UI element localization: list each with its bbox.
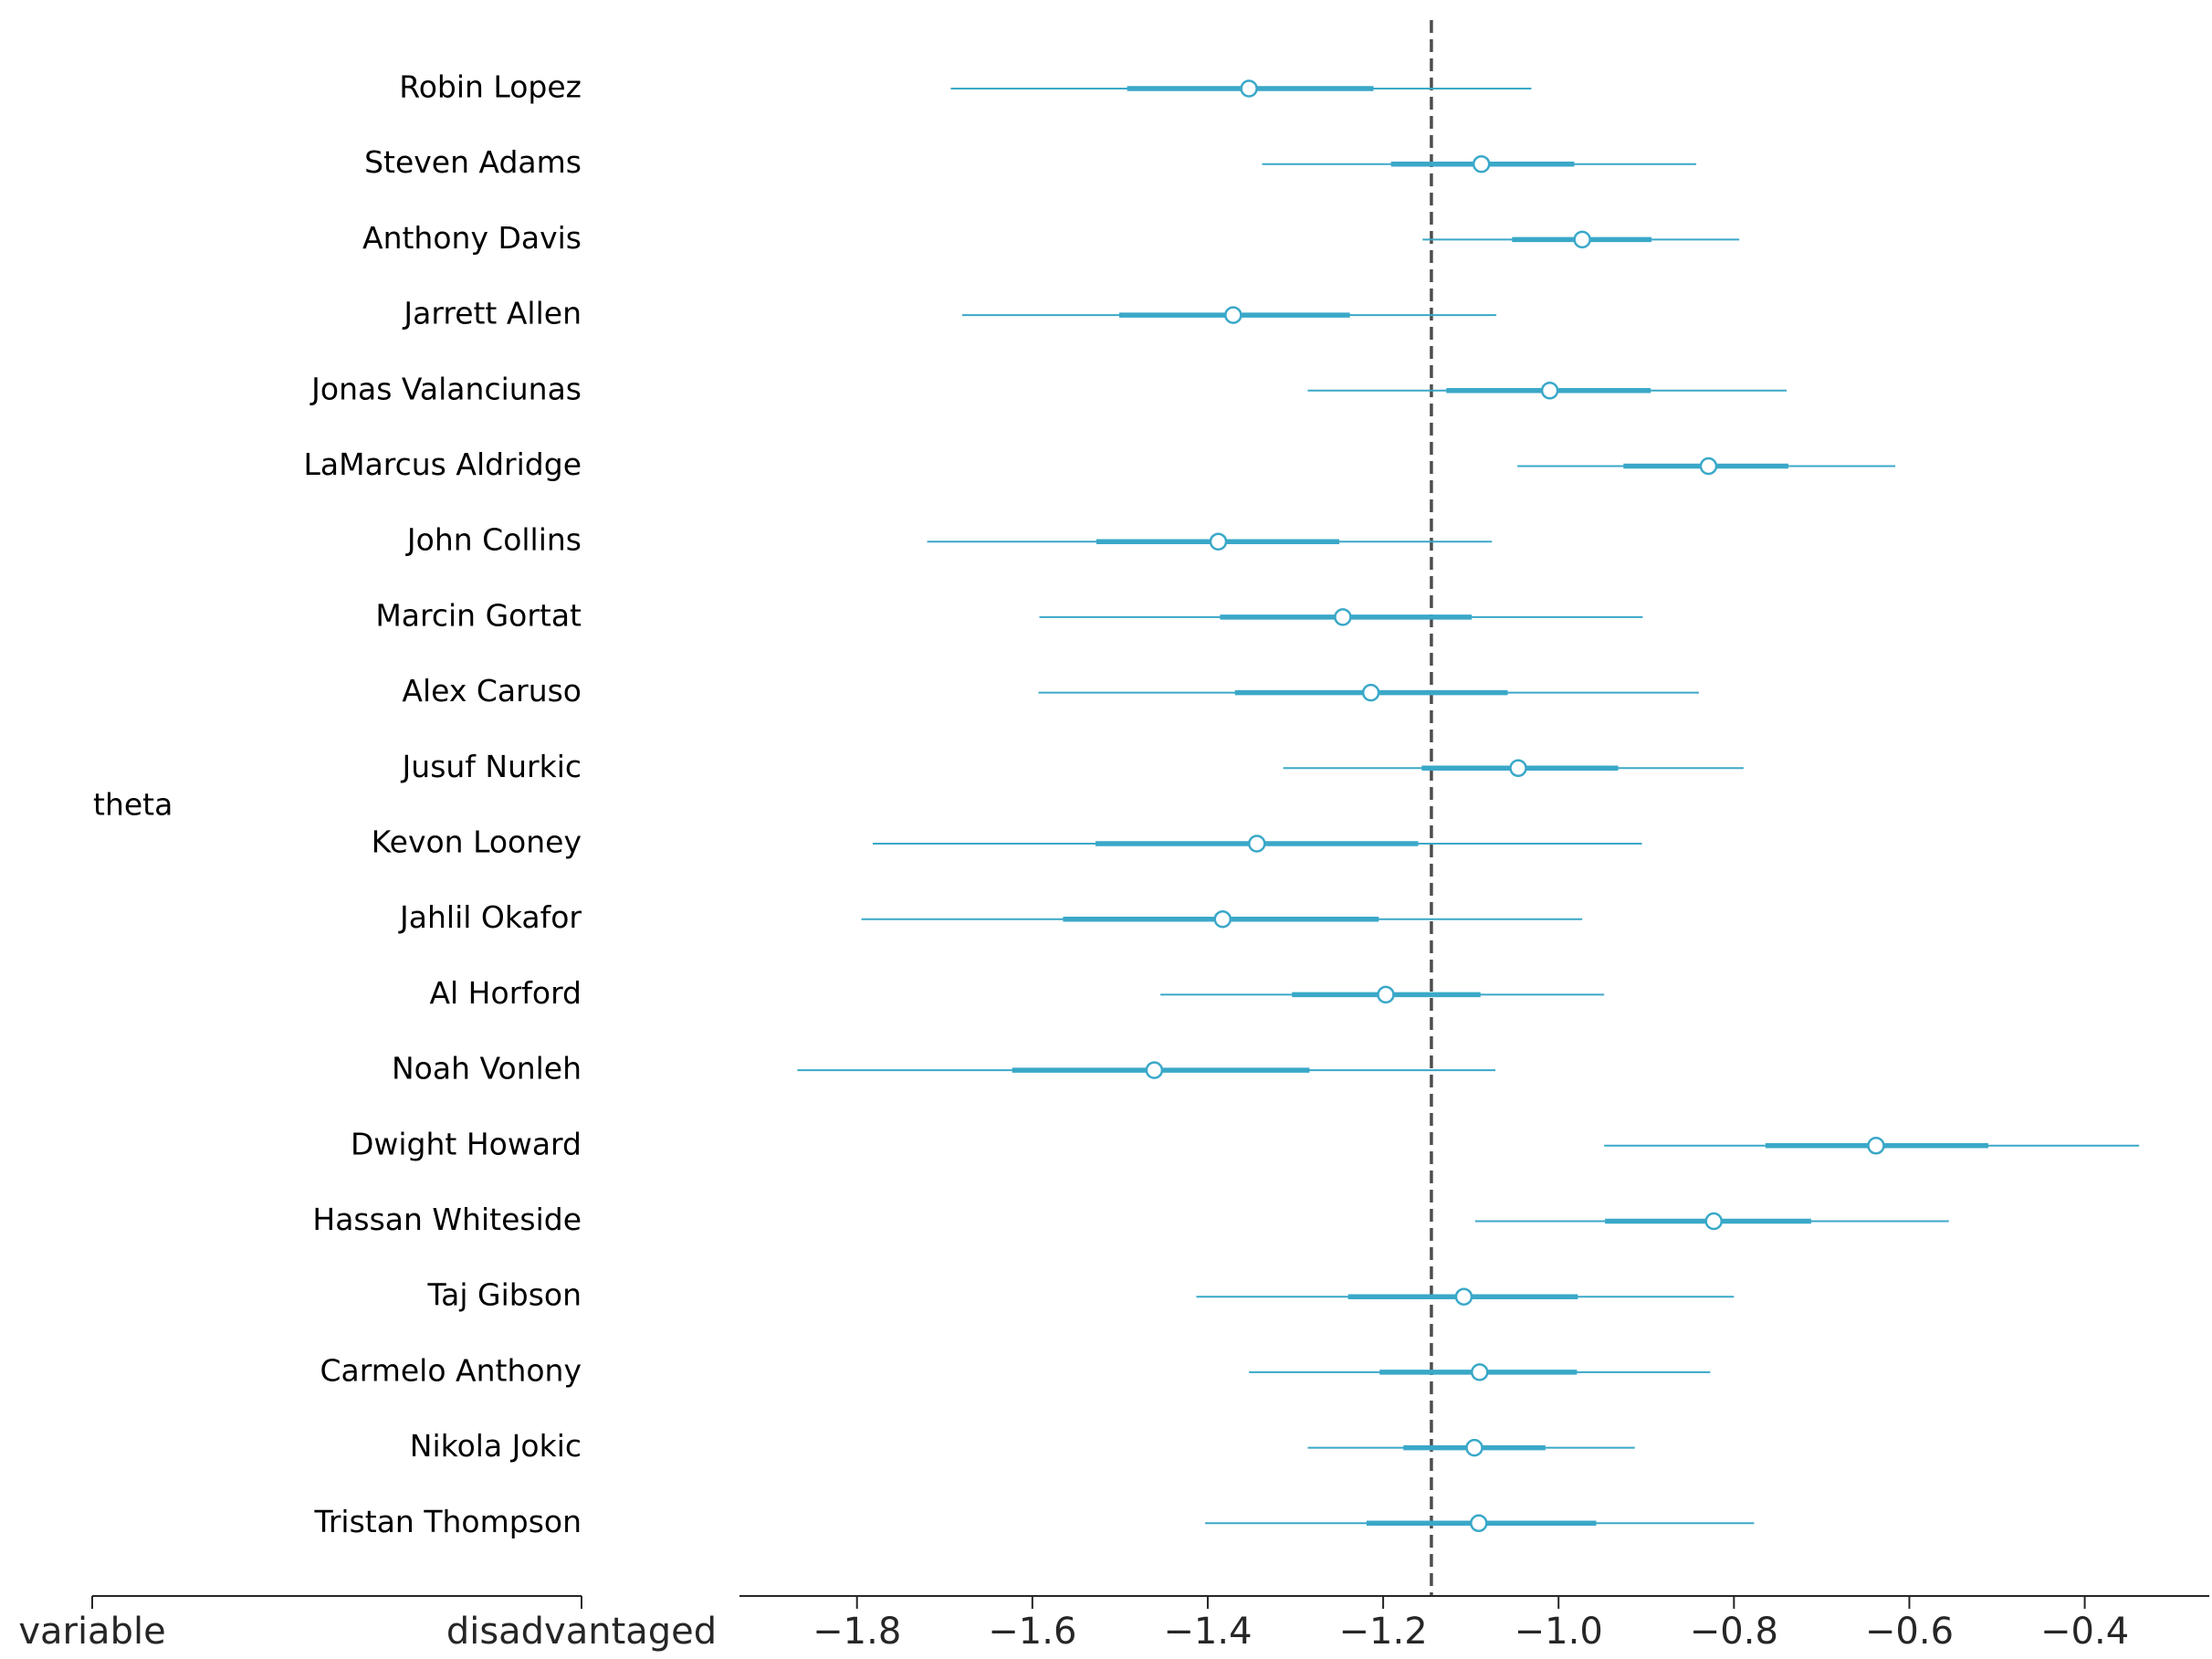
- mean-point-jarrett-allen: [1224, 306, 1242, 324]
- row-label-anthony-davis: Anthony Davis: [362, 220, 582, 256]
- interval-layer: [797, 79, 2140, 1533]
- x-tick-label: −0.8: [1690, 1611, 1778, 1653]
- mean-point-john-collins: [1209, 532, 1228, 551]
- row-label-alex-caruso: Alex Caruso: [402, 673, 582, 709]
- mean-point-noah-vonleh: [1145, 1061, 1164, 1079]
- row-label-al-horford: Al Horford: [429, 975, 582, 1011]
- x-tick-label: −0.4: [2040, 1611, 2129, 1653]
- row-label-lamarcus-aldridge: LaMarcus Aldridge: [303, 446, 582, 482]
- row-label-dwight-howard: Dwight Howard: [351, 1126, 582, 1161]
- x-axis-ticks: −1.8 −1.6 −1.4 −1.2 −1.0 −0.8 −0.6 −0.4: [812, 1596, 2129, 1653]
- row-label-tristan-thompson: Tristan Thompson: [314, 1504, 582, 1539]
- mean-point-dwight-howard: [1867, 1137, 1885, 1155]
- group-label-theta: theta: [93, 787, 173, 823]
- row-label-marcin-gortat: Marcin Gortat: [375, 597, 582, 633]
- mean-point-hassan-whiteside: [1704, 1212, 1723, 1231]
- row-label-robin-lopez: Robin Lopez: [399, 69, 582, 105]
- mean-point-nikola-jokic: [1465, 1438, 1483, 1457]
- x-tick-label: −1.8: [812, 1611, 901, 1653]
- mean-point-kevon-looney: [1248, 835, 1266, 853]
- mean-point-steven-adams: [1472, 154, 1491, 173]
- variable-labels: Robin Lopez Steven Adams Anthony Davis Jarr…: [303, 69, 582, 1539]
- column-label-disadvantaged: disadvantaged: [446, 1611, 717, 1653]
- mean-point-jahlil-okafor: [1213, 909, 1232, 929]
- row-label-steven-adams: Steven Adams: [364, 144, 582, 180]
- row-label-carmelo-anthony: Carmelo Anthony: [320, 1352, 582, 1388]
- column-label-variable: variable: [18, 1611, 165, 1653]
- mean-point-lamarcus-aldridge: [1699, 457, 1718, 476]
- row-label-john-collins: John Collins: [405, 522, 582, 558]
- row-label-noah-vonleh: Noah Vonleh: [392, 1051, 582, 1087]
- row-label-kevon-looney: Kevon Looney: [372, 824, 582, 860]
- mean-point-jusuf-nurkic: [1509, 759, 1527, 778]
- mean-point-al-horford: [1377, 985, 1395, 1004]
- row-label-hassan-whiteside: Hassan Whiteside: [312, 1202, 582, 1237]
- mean-point-robin-lopez: [1240, 79, 1258, 98]
- row-label-nikola-jokic: Nikola Jokic: [410, 1428, 582, 1464]
- row-label-jonas-valanciunas: Jonas Valanciunas: [309, 371, 582, 406]
- x-tick-label: −1.2: [1339, 1611, 1428, 1653]
- mean-point-anthony-davis: [1573, 230, 1591, 249]
- mean-point-tristan-thompson: [1470, 1514, 1488, 1533]
- x-tick-label: −0.6: [1865, 1611, 1954, 1653]
- mean-point-alex-caruso: [1361, 683, 1380, 702]
- row-label-jusuf-nurkic: Jusuf Nurkic: [401, 749, 582, 784]
- mean-point-marcin-gortat: [1334, 608, 1352, 626]
- mean-point-jonas-valanciunas: [1540, 382, 1559, 400]
- row-label-jarrett-allen: Jarrett Allen: [402, 296, 582, 331]
- row-label-taj-gibson: Taj Gibson: [426, 1277, 582, 1313]
- x-tick-label: −1.4: [1163, 1611, 1252, 1653]
- x-tick-label: −1.6: [988, 1611, 1076, 1653]
- mean-point-carmelo-anthony: [1471, 1363, 1489, 1381]
- x-tick-label: −1.0: [1515, 1611, 1603, 1653]
- mean-point-taj-gibson: [1454, 1287, 1473, 1306]
- row-label-jahlil-okafor: Jahlil Okafor: [398, 899, 582, 935]
